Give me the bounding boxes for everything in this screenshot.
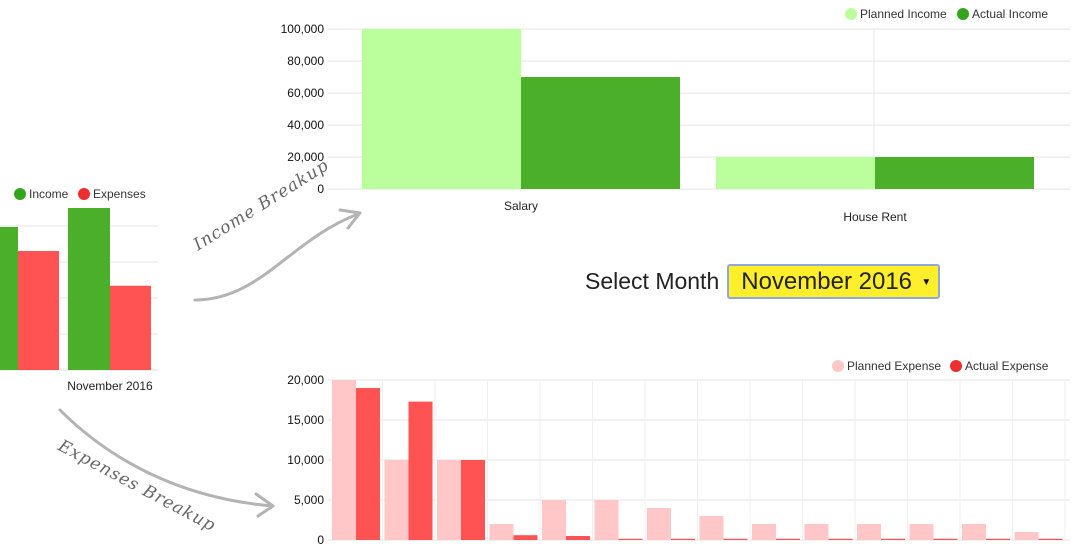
income-bar bbox=[362, 29, 521, 189]
income-legend-planned[interactable]: Planned Income bbox=[845, 7, 947, 21]
income-bar bbox=[521, 77, 680, 189]
expense-bar bbox=[513, 535, 538, 540]
income-y-tick-label: 40,000 bbox=[287, 118, 324, 132]
expense-bar bbox=[437, 460, 461, 540]
expense-bar bbox=[542, 500, 566, 540]
legend-dot-icon bbox=[957, 8, 969, 20]
summary-bar bbox=[18, 251, 59, 370]
expense-bar bbox=[962, 524, 986, 540]
income-x-tick-label: House Rent bbox=[843, 210, 907, 224]
summary-legend-expenses[interactable]: Expenses bbox=[78, 187, 146, 201]
expense-y-tick-label: 0 bbox=[317, 533, 324, 547]
expense-bar bbox=[1038, 538, 1063, 540]
income-arrowhead-icon bbox=[338, 208, 362, 230]
expense-bar bbox=[356, 388, 380, 540]
legend-dot-icon bbox=[845, 8, 857, 20]
expense-bar bbox=[594, 500, 619, 540]
summary-legend-income[interactable]: Income bbox=[14, 187, 68, 201]
month-dropdown-value: November 2016 bbox=[741, 267, 913, 295]
expense-y-tick-label: 15,000 bbox=[287, 413, 324, 427]
income-legend-actual-label: Actual Income bbox=[972, 7, 1049, 21]
income-legend-actual[interactable]: Actual Income bbox=[957, 7, 1048, 21]
income-legend-planned-label: Planned Income bbox=[860, 7, 947, 21]
expense-bar bbox=[986, 538, 1010, 540]
month-dropdown[interactable]: November 2016 ▼ bbox=[727, 264, 941, 299]
income-x-tick-label: Salary bbox=[504, 199, 538, 213]
expense-y-tick-label: 20,000 bbox=[287, 373, 324, 387]
select-month-label: Select Month bbox=[585, 268, 720, 294]
expense-bar bbox=[933, 538, 958, 540]
expenses-arrowhead-icon bbox=[254, 492, 275, 518]
expense-legend-actual[interactable]: Actual Expense bbox=[950, 359, 1048, 373]
expense-bar bbox=[461, 460, 485, 540]
expense-y-tick-label: 5,000 bbox=[294, 493, 324, 507]
income-bar bbox=[875, 157, 1034, 189]
expense-bar bbox=[881, 538, 905, 540]
expense-y-tick-label: 10,000 bbox=[287, 453, 324, 467]
expense-bar bbox=[828, 538, 853, 540]
expense-bar bbox=[804, 524, 829, 540]
legend-dot-icon bbox=[832, 360, 844, 372]
income-y-tick-label: 0 bbox=[317, 182, 324, 196]
summary-x-tick-label: November 2016 bbox=[67, 379, 153, 393]
expense-bar bbox=[384, 460, 409, 540]
legend-dot-icon bbox=[78, 188, 90, 200]
summary-bar bbox=[0, 227, 18, 370]
income-y-tick-label: 100,000 bbox=[281, 22, 325, 36]
expenses-chart: 0 5,000 10,000 15,000 20,000 bbox=[287, 373, 1070, 547]
expense-bar bbox=[618, 538, 643, 540]
expense-bar bbox=[647, 508, 671, 540]
income-y-tick-label: 60,000 bbox=[287, 86, 324, 100]
expense-bar bbox=[566, 536, 590, 540]
legend-dot-icon bbox=[950, 360, 962, 372]
summary-legend-expenses-label: Expenses bbox=[93, 187, 146, 201]
expense-bar bbox=[857, 524, 881, 540]
expense-bar bbox=[699, 516, 724, 540]
summary-legend-income-label: Income bbox=[29, 187, 69, 201]
month-selector: Select Month November 2016 ▼ bbox=[585, 264, 941, 299]
expenses-arrow-icon bbox=[58, 408, 274, 508]
income-bar bbox=[716, 157, 875, 189]
income-chart: 0 20,000 40,000 60,000 80,000 100,000 Salary Ho… bbox=[281, 22, 1070, 224]
expense-bar bbox=[1014, 532, 1039, 540]
summary-chart: November 2016 bbox=[0, 208, 158, 393]
expense-bar bbox=[723, 538, 748, 540]
income-y-tick-label: 20,000 bbox=[287, 150, 324, 164]
expense-legend-planned-label: Planned Expense bbox=[847, 359, 942, 373]
summary-bar bbox=[110, 285, 151, 370]
expense-bar bbox=[752, 524, 776, 540]
expense-legend-actual-label: Actual Expense bbox=[965, 359, 1049, 373]
expense-bar bbox=[776, 538, 800, 540]
dropdown-arrow-icon: ▼ bbox=[921, 277, 932, 288]
expense-bar bbox=[408, 401, 433, 540]
income-arrow-icon bbox=[193, 212, 360, 302]
expense-bar bbox=[332, 380, 356, 540]
expense-bar bbox=[671, 538, 695, 540]
expense-bar bbox=[909, 524, 934, 540]
expense-legend-planned[interactable]: Planned Expense bbox=[832, 359, 941, 373]
expense-bar bbox=[489, 524, 514, 540]
legend-dot-icon bbox=[14, 188, 26, 200]
income-y-tick-label: 80,000 bbox=[287, 54, 324, 68]
summary-bar bbox=[68, 208, 110, 370]
